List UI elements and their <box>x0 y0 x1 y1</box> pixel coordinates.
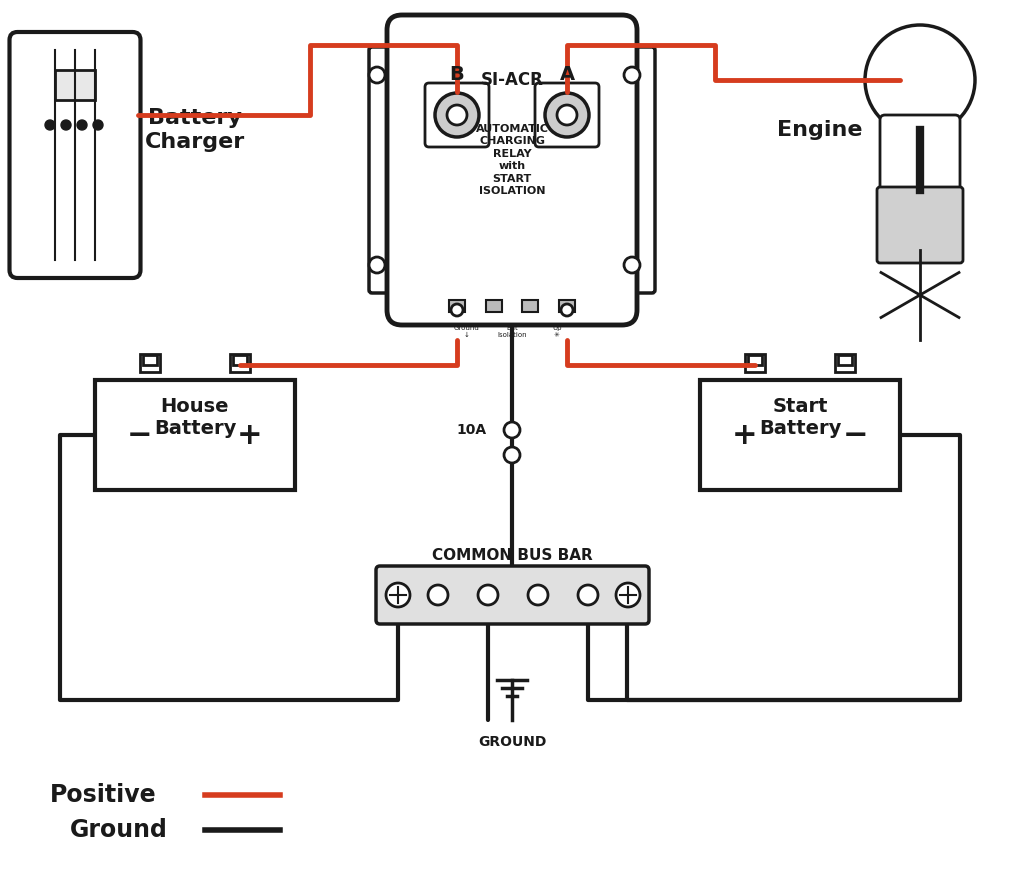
Circle shape <box>545 93 589 137</box>
FancyBboxPatch shape <box>376 566 649 624</box>
Circle shape <box>561 304 573 316</box>
Text: +: + <box>238 420 263 449</box>
Circle shape <box>504 422 520 438</box>
Circle shape <box>428 585 449 605</box>
Bar <box>95 380 295 490</box>
Text: House
Battery: House Battery <box>154 397 237 439</box>
Text: Ground
↓: Ground ↓ <box>454 325 480 338</box>
Circle shape <box>447 105 467 125</box>
Text: Bat
Isolation: Bat Isolation <box>498 325 526 338</box>
Bar <box>486 300 502 312</box>
Text: Positive: Positive <box>50 783 157 807</box>
Bar <box>835 354 855 372</box>
Circle shape <box>865 25 975 135</box>
Text: −: − <box>127 420 153 449</box>
Text: Start
Battery: Start Battery <box>759 397 841 439</box>
Bar <box>748 355 762 365</box>
FancyBboxPatch shape <box>369 47 400 293</box>
Bar <box>559 300 575 312</box>
Circle shape <box>45 120 55 130</box>
Circle shape <box>369 257 385 273</box>
FancyBboxPatch shape <box>425 83 489 147</box>
Text: −: − <box>843 420 867 449</box>
Text: B: B <box>450 65 464 85</box>
Bar <box>233 355 247 365</box>
FancyBboxPatch shape <box>9 32 140 278</box>
Bar <box>745 354 765 372</box>
Text: Ground: Ground <box>70 818 168 842</box>
Circle shape <box>93 120 103 130</box>
Circle shape <box>61 120 71 130</box>
Bar <box>449 300 465 312</box>
Circle shape <box>616 583 640 607</box>
Circle shape <box>528 585 548 605</box>
Text: AUTOMATIC
CHARGING
RELAY
with
START
ISOLATION: AUTOMATIC CHARGING RELAY with START ISOL… <box>475 124 549 196</box>
Circle shape <box>557 105 577 125</box>
Circle shape <box>435 93 479 137</box>
Circle shape <box>77 120 87 130</box>
Circle shape <box>578 585 598 605</box>
Circle shape <box>451 304 463 316</box>
Text: Engine: Engine <box>777 120 863 140</box>
Bar <box>143 355 157 365</box>
Circle shape <box>624 257 640 273</box>
Circle shape <box>624 67 640 83</box>
Text: COMMON BUS BAR: COMMON BUS BAR <box>432 547 592 562</box>
Bar <box>55 70 95 100</box>
Circle shape <box>504 447 520 463</box>
Bar <box>522 300 538 312</box>
FancyBboxPatch shape <box>880 115 961 195</box>
Text: Battery
Charger: Battery Charger <box>144 109 245 152</box>
Circle shape <box>369 67 385 83</box>
Circle shape <box>478 585 498 605</box>
FancyBboxPatch shape <box>877 187 963 263</box>
Text: +: + <box>732 420 758 449</box>
Circle shape <box>386 583 410 607</box>
Text: GROUND: GROUND <box>478 735 546 749</box>
FancyBboxPatch shape <box>535 83 599 147</box>
Text: A: A <box>559 65 574 85</box>
Text: SI-ACR: SI-ACR <box>480 71 544 89</box>
Bar <box>230 354 250 372</box>
Text: Up
✳: Up ✳ <box>552 325 562 338</box>
Bar <box>838 355 852 365</box>
Bar <box>140 354 160 372</box>
FancyBboxPatch shape <box>387 15 637 325</box>
Text: 10A: 10A <box>457 423 487 437</box>
Bar <box>700 380 900 490</box>
FancyBboxPatch shape <box>624 47 655 293</box>
